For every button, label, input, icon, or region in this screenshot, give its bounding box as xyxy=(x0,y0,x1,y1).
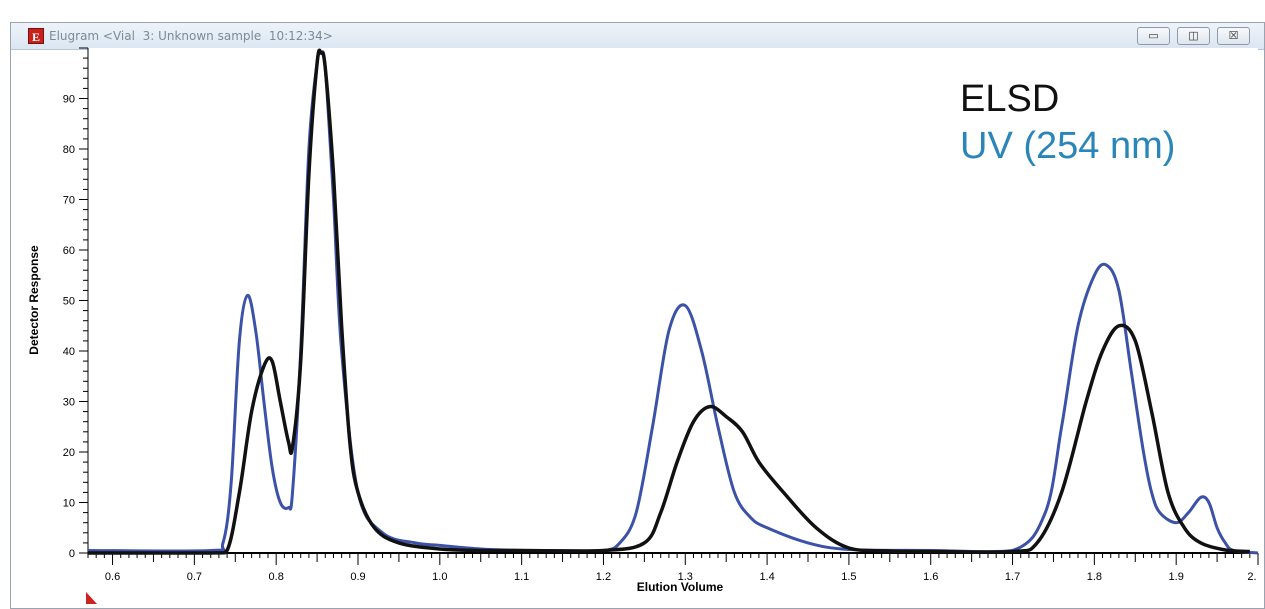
y-tick-label: 0 xyxy=(69,548,75,560)
x-tick-label: 1.4 xyxy=(759,571,774,583)
x-tick-label: 1.6 xyxy=(923,571,938,583)
y-tick-label: 20 xyxy=(63,447,75,459)
restore-button[interactable]: ◫ xyxy=(1177,27,1210,45)
close-button[interactable]: ☒ xyxy=(1217,27,1250,45)
legend-elsd: ELSD xyxy=(960,78,1060,120)
x-axis-label: Elution Volume xyxy=(637,580,724,594)
app-icon: E xyxy=(28,28,44,44)
x-tick-label: 1.0 xyxy=(432,571,447,583)
x-tick-label: 0.8 xyxy=(269,571,284,583)
y-axis-label: Detector Response xyxy=(27,245,41,355)
x-tick-label: 1.8 xyxy=(1087,571,1102,583)
x-tick-label: 1.1 xyxy=(514,571,529,583)
elsd-trace xyxy=(88,48,1250,555)
y-tick-label: 60 xyxy=(63,245,75,257)
uv-trace xyxy=(87,50,1259,555)
y-tick-label: 70 xyxy=(63,195,75,207)
x-tick-label: 1.5 xyxy=(841,571,856,583)
x-tick-label: 0.6 xyxy=(105,571,120,583)
y-tick-label: 50 xyxy=(63,296,75,308)
legend-uv: UV (254 nm) xyxy=(960,125,1176,167)
y-tick-label: 30 xyxy=(63,397,75,409)
title-bar[interactable]: E Elugram <Vial 3: Unknown sample 10:12:… xyxy=(11,23,1264,50)
x-tick-label: 2. xyxy=(1247,571,1256,583)
x-tick-label: 1.7 xyxy=(1005,571,1020,583)
x-tick-label: 1.2 xyxy=(596,571,611,583)
x-tick-label: 0.7 xyxy=(187,571,202,583)
minimize-button[interactable]: ▭ xyxy=(1137,27,1170,45)
x-tick-label: 1.9 xyxy=(1169,571,1184,583)
y-tick-label: 90 xyxy=(63,94,75,106)
x-tick-label: 1.3 xyxy=(678,571,693,583)
scroll-marker-left[interactable] xyxy=(86,592,97,604)
y-tick-label: 80 xyxy=(63,144,75,156)
x-tick-label: 0.9 xyxy=(350,571,365,583)
window-title: Elugram <Vial 3: Unknown sample 10:12:34… xyxy=(49,29,333,43)
y-tick-label: 10 xyxy=(63,498,75,510)
y-tick-label: 40 xyxy=(63,346,75,358)
